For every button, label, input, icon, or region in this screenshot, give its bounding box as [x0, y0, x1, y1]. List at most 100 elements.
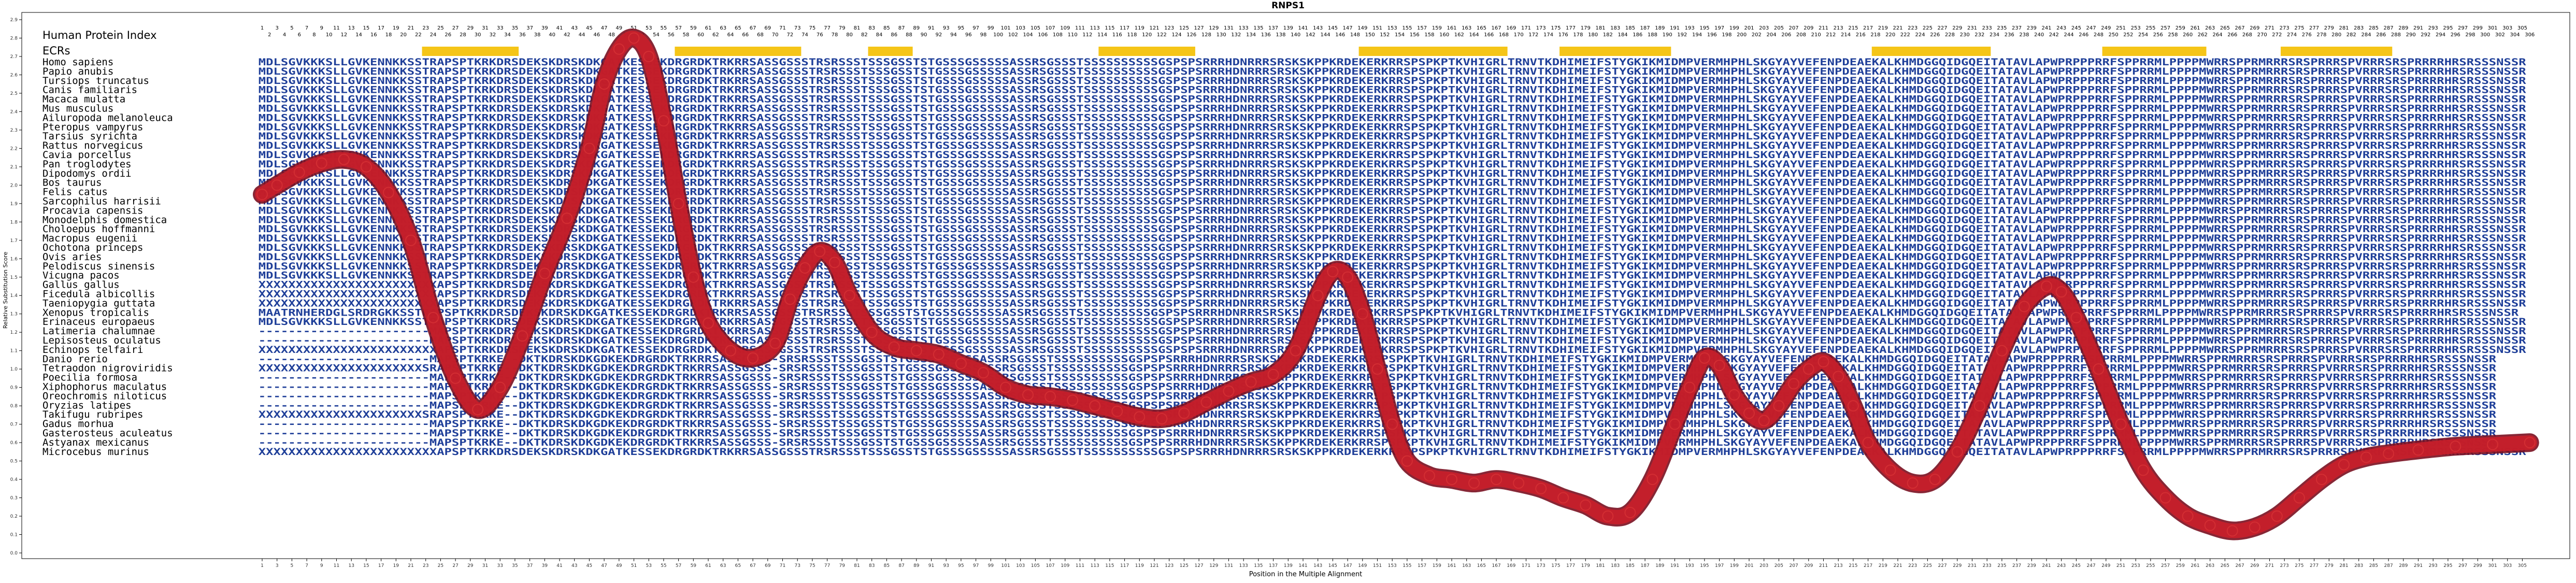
x-tick-label: 155 — [1403, 563, 1411, 568]
x-tick-label: 291 — [2414, 563, 2423, 568]
top-index-label: 220 — [1885, 32, 1895, 38]
y-tick-label: 0.5 — [10, 459, 18, 464]
x-tick-label: 139 — [1284, 563, 1293, 568]
x-tick-label: 119 — [1135, 563, 1144, 568]
curve-point — [1089, 400, 1101, 412]
top-index-label: 133 — [1239, 25, 1249, 31]
top-index-label: 225 — [1923, 25, 1933, 31]
top-index-label: 96 — [965, 32, 972, 38]
x-tick-label: 49 — [616, 563, 622, 568]
top-index-label: 20 — [400, 32, 407, 38]
x-tick-label: 261 — [2191, 563, 2199, 568]
top-index-label: 246 — [2079, 32, 2088, 38]
sequence-row: MDLSGVKKKSLLGVKENNKKSSTRAPSPTKRKDRSDEKSK… — [259, 149, 2526, 161]
sequence-row: MDLSGVKKKSLLGVKENNKKSSTRAPSPTKRKDRSDEKSK… — [259, 205, 2526, 216]
top-index-label: 204 — [1767, 32, 1777, 38]
x-tick-label: 165 — [1477, 563, 1486, 568]
sequence-row: MDLSGVKKKSLLGVKENNKKSSTRAPSPTKRKDRSDEKSK… — [259, 66, 2526, 77]
x-tick-label: 221 — [1893, 563, 1902, 568]
x-tick-label: 217 — [1864, 563, 1872, 568]
top-index-label: 90 — [921, 32, 927, 38]
top-index-label: 206 — [1781, 32, 1791, 38]
x-tick-label: 57 — [676, 563, 681, 568]
top-index-label: 165 — [1477, 25, 1486, 31]
x-tick-label: 269 — [2250, 563, 2259, 568]
species-name: Takifugu rubripes — [42, 409, 143, 420]
top-index-label: 164 — [1469, 32, 1479, 38]
top-index-label: 74 — [802, 32, 808, 38]
top-index-label: 118 — [1127, 32, 1137, 38]
x-tick-label: 19 — [393, 563, 399, 568]
top-index-label: 130 — [1217, 32, 1226, 38]
top-index-label: 244 — [2064, 32, 2074, 38]
top-index-label: 202 — [1752, 32, 1762, 38]
curve-point — [583, 143, 595, 154]
sequence-row: MDLSGVKKKSLLGVKENNKKSSTRAPSPTKRKDRSDEKSK… — [259, 316, 2526, 328]
x-tick-label: 285 — [2369, 563, 2378, 568]
top-index-label: 15 — [363, 25, 370, 31]
top-index-label: 21 — [408, 25, 414, 31]
species-name: Echinops telfairi — [42, 344, 143, 356]
top-index-label: 97 — [972, 25, 979, 31]
curve-point — [2137, 464, 2149, 476]
curve-point — [1245, 376, 1257, 388]
species-name: Vicugna pacos — [42, 270, 120, 281]
top-index-label: 18 — [385, 32, 392, 38]
y-tick-label: 2.2 — [10, 146, 18, 151]
y-tick-label: 1.0 — [10, 367, 18, 372]
top-index-label: 285 — [2369, 25, 2379, 31]
top-index-label: 160 — [1439, 32, 1449, 38]
x-tick-label: 211 — [1819, 563, 1828, 568]
curve-point — [643, 50, 655, 62]
top-index-label: 58 — [683, 32, 690, 38]
x-tick-label: 301 — [2488, 563, 2497, 568]
top-index-label: 101 — [1000, 25, 1010, 31]
x-tick-label: 271 — [2265, 563, 2274, 568]
top-index-label: 283 — [2354, 25, 2364, 31]
y-tick-label: 1.4 — [10, 293, 18, 298]
chart-title: RNPS1 — [1271, 1, 1305, 11]
top-index-label: 107 — [1046, 25, 1055, 31]
sequence-row: XXXXXXXXXXXXXXXXXXXXXXXXAPSPTKRKDRSDEKSK… — [259, 297, 2526, 309]
x-tick-label: 181 — [1596, 563, 1605, 568]
curve-point — [1996, 345, 2008, 357]
curve-point — [1624, 506, 1636, 518]
sequence-row: MDLSGVKKKSLLGVKENNKKSSTRAPSPTKRKDRSDEKSK… — [259, 84, 2526, 96]
top-index-label: 208 — [1796, 32, 1806, 38]
top-index-label: 111 — [1075, 25, 1085, 31]
top-index-label: 156 — [1410, 32, 1420, 38]
curve-point — [382, 187, 394, 198]
curve-point — [1802, 363, 1814, 375]
species-name: Dipodomys ordii — [42, 168, 132, 179]
curve-point — [316, 157, 327, 169]
top-index-label: 182 — [1603, 32, 1613, 38]
top-index-label: 173 — [1536, 25, 1546, 31]
sequence-row: MDLSGVKKKSLLGVKENNKKSSTRAPSPTKRKDRSDEKSK… — [259, 94, 2526, 105]
top-index-label: 294 — [2436, 32, 2445, 38]
top-index-label: 72 — [786, 32, 793, 38]
top-index-label: 113 — [1090, 25, 1100, 31]
y-tick-label: 0.9 — [10, 386, 18, 391]
top-index-label: 223 — [1908, 25, 1917, 31]
species-name: Xenopus tropicalis — [42, 307, 149, 318]
top-index-label: 211 — [1819, 25, 1828, 31]
x-tick-label: 137 — [1269, 563, 1278, 568]
x-tick-label: 205 — [1774, 563, 1783, 568]
sequence-row: XXXXXXXXXXXXXXXXXXXXXXXXAPSPTKRKDRSDEKSK… — [259, 289, 2526, 300]
x-tick-label: 199 — [1730, 563, 1739, 568]
x-tick-label: 17 — [378, 563, 384, 568]
species-name: Lepisosteus oculatus — [42, 335, 161, 346]
x-tick-label: 105 — [1031, 563, 1040, 568]
top-index-label: 256 — [2153, 32, 2163, 38]
top-index-label: 216 — [1856, 32, 1866, 38]
x-tick-label: 203 — [1759, 563, 1768, 568]
top-index-label: 245 — [2071, 25, 2081, 31]
curve-point — [293, 166, 305, 178]
top-index-label: 157 — [1417, 25, 1427, 31]
curve-point — [2070, 311, 2082, 323]
top-index-label: 144 — [1321, 32, 1330, 38]
sequence-row: -----------------------MAPSPTKRKDRSDEKSK… — [259, 325, 2526, 337]
top-index-label: 231 — [1967, 25, 1977, 31]
x-tick-label: 77 — [824, 563, 830, 568]
x-tick-label: 51 — [631, 563, 637, 568]
